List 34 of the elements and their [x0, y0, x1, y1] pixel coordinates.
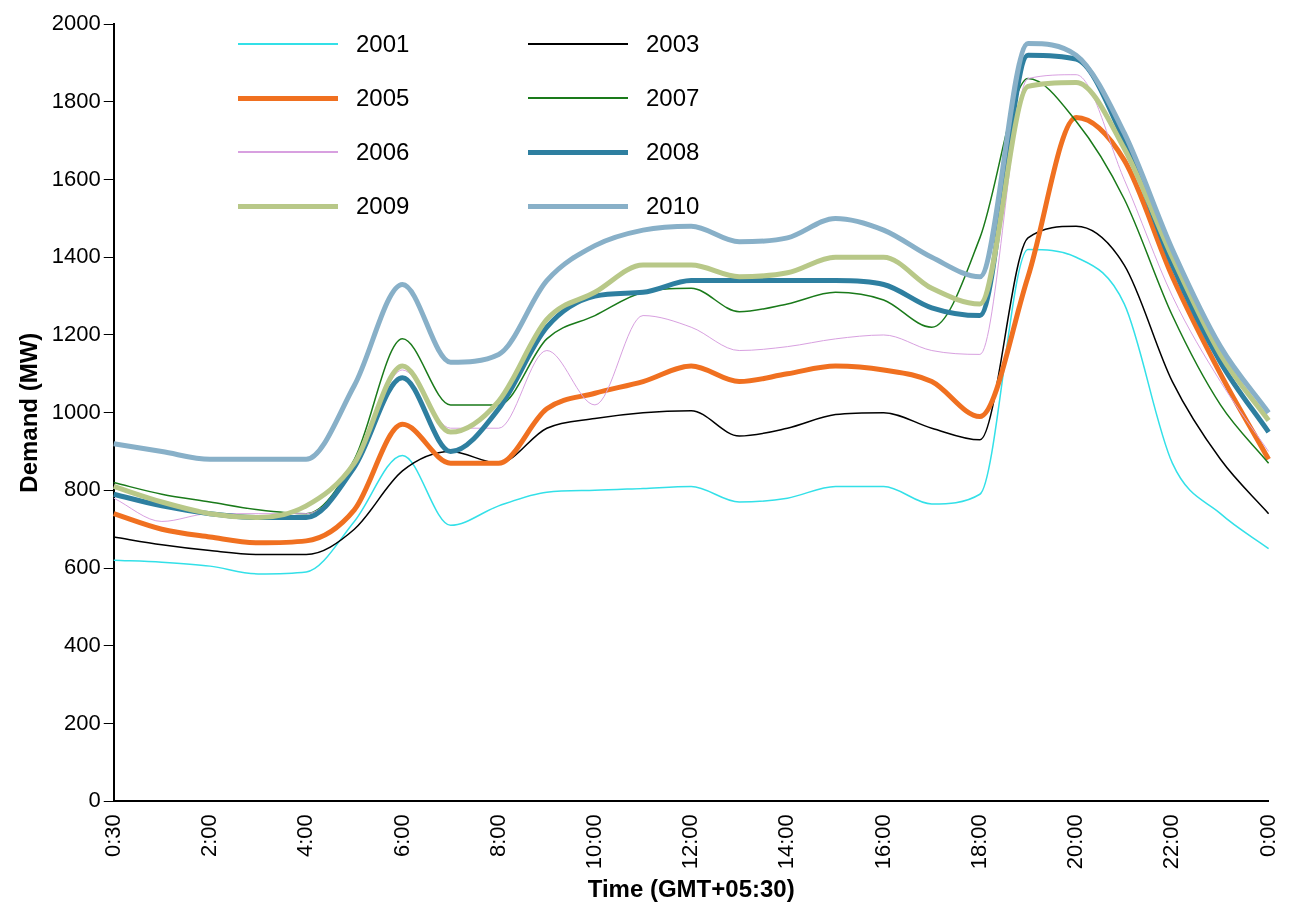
x-tick-label: 12:00	[677, 814, 703, 870]
x-tick-label: 8:00	[484, 814, 510, 857]
x-tick-label: 16:00	[869, 814, 895, 870]
x-tick-label: 6:00	[388, 814, 414, 857]
x-tick-label: 14:00	[773, 814, 799, 870]
legend-label: 2008	[646, 138, 700, 166]
y-tick-label: 1400	[51, 243, 101, 269]
legend-label: 2007	[646, 84, 700, 112]
y-tick-label: 600	[64, 554, 101, 580]
x-tick-label: 0:30	[99, 814, 125, 857]
y-tick-label: 2000	[51, 10, 101, 36]
y-tick-label: 0	[88, 787, 101, 813]
x-tick-label: 2:00	[196, 814, 222, 857]
y-tick-label: 1200	[51, 321, 101, 347]
y-tick-label: 1000	[51, 398, 101, 424]
y-tick-label: 1600	[51, 165, 101, 191]
y-tick-label: 200	[64, 709, 101, 735]
legend-label: 2005	[356, 84, 410, 112]
legend-label: 2001	[356, 30, 410, 58]
y-tick-label: 400	[64, 631, 101, 657]
x-tick-label: 4:00	[292, 814, 318, 857]
x-tick-label: 0:00	[1254, 814, 1280, 857]
legend-label: 2009	[356, 192, 410, 220]
x-tick-label: 22:00	[1158, 814, 1184, 870]
y-tick-label: 1800	[51, 87, 101, 113]
legend-label: 2006	[356, 138, 410, 166]
x-axis-title: Time (GMT+05:30)	[587, 875, 795, 903]
x-tick-label: 18:00	[965, 814, 991, 870]
legend-label: 2010	[646, 192, 700, 220]
y-tick-label: 800	[64, 476, 101, 502]
y-axis-title: Demand (MW)	[15, 332, 43, 493]
x-tick-label: 20:00	[1062, 814, 1088, 870]
legend-label: 2003	[646, 30, 700, 58]
x-tick-label: 10:00	[580, 814, 606, 870]
